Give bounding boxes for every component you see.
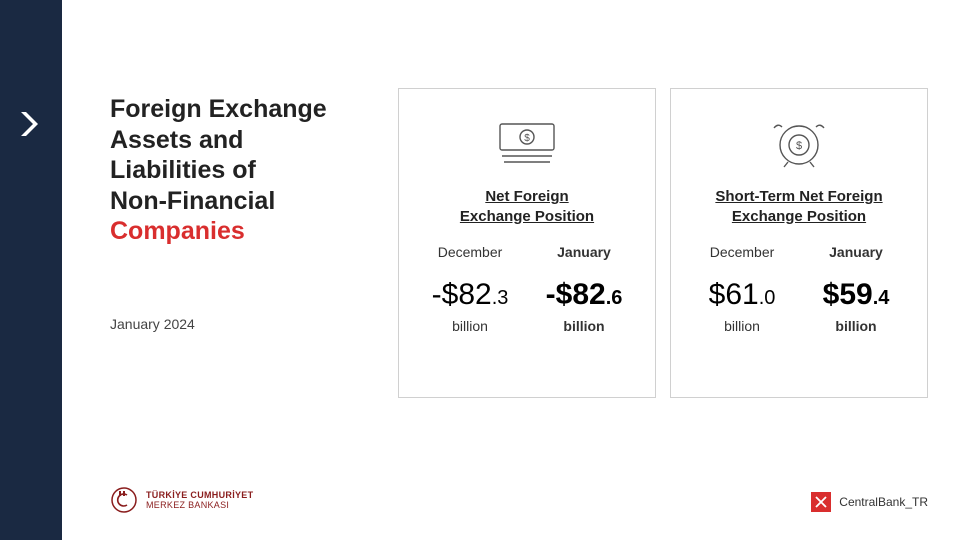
footer-social: CentralBank_TR <box>811 492 928 512</box>
card-short-term-fx-position: $ Short-Term Net Foreign Exchange Positi… <box>670 88 928 398</box>
svg-text:$: $ <box>524 133 530 144</box>
social-handle: CentralBank_TR <box>839 495 928 509</box>
alarm-clock-icon: $ <box>764 115 834 171</box>
month-label: January <box>829 244 883 260</box>
value-column-december: December $61.0 billion <box>685 244 799 334</box>
value-unit: billion <box>835 318 876 334</box>
footer-logo: TÜRKİYE CUMHURİYET MERKEZ BANKASI <box>110 486 253 514</box>
footer-logo-text: TÜRKİYE CUMHURİYET MERKEZ BANKASI <box>146 490 253 511</box>
value-column-january: January $59.4 billion <box>799 244 913 334</box>
value-amount: $61.0 <box>709 278 776 312</box>
title-line: Non-Financial <box>110 187 275 215</box>
chevron-right-icon <box>15 108 47 140</box>
card-title: Net Foreign Exchange Position <box>460 187 594 226</box>
title-line: Assets and <box>110 126 243 154</box>
title-highlight: Companies <box>110 217 245 245</box>
value-column-january: January -$82.6 billion <box>527 244 641 334</box>
card-title: Short-Term Net Foreign Exchange Position <box>715 187 882 226</box>
value-amount: -$82.6 <box>546 278 623 312</box>
value-amount: -$82.3 <box>432 278 509 312</box>
content-area: Foreign Exchange Assets and Liabilities … <box>62 0 960 540</box>
page-title: Foreign Exchange Assets and Liabilities … <box>110 94 370 247</box>
card-columns: December $61.0 billion January $59.4 bil… <box>685 244 913 334</box>
month-label: December <box>438 244 503 260</box>
month-label: January <box>557 244 611 260</box>
cards-row: $ Net Foreign Exchange Position December… <box>398 88 928 398</box>
x-social-icon <box>811 492 831 512</box>
title-line: Liabilities of <box>110 156 256 184</box>
value-amount: $59.4 <box>823 278 890 312</box>
banknote-icon: $ <box>492 115 562 171</box>
svg-text:$: $ <box>796 140 802 152</box>
value-unit: billion <box>724 318 760 334</box>
date-label: January 2024 <box>110 316 195 332</box>
sidebar-stripe <box>0 0 62 540</box>
value-unit: billion <box>563 318 604 334</box>
card-columns: December -$82.3 billion January -$82.6 b… <box>413 244 641 334</box>
value-column-december: December -$82.3 billion <box>413 244 527 334</box>
tcmb-emblem-icon <box>110 486 138 514</box>
title-line: Foreign Exchange <box>110 95 327 123</box>
card-net-fx-position: $ Net Foreign Exchange Position December… <box>398 88 656 398</box>
value-unit: billion <box>452 318 488 334</box>
month-label: December <box>710 244 775 260</box>
